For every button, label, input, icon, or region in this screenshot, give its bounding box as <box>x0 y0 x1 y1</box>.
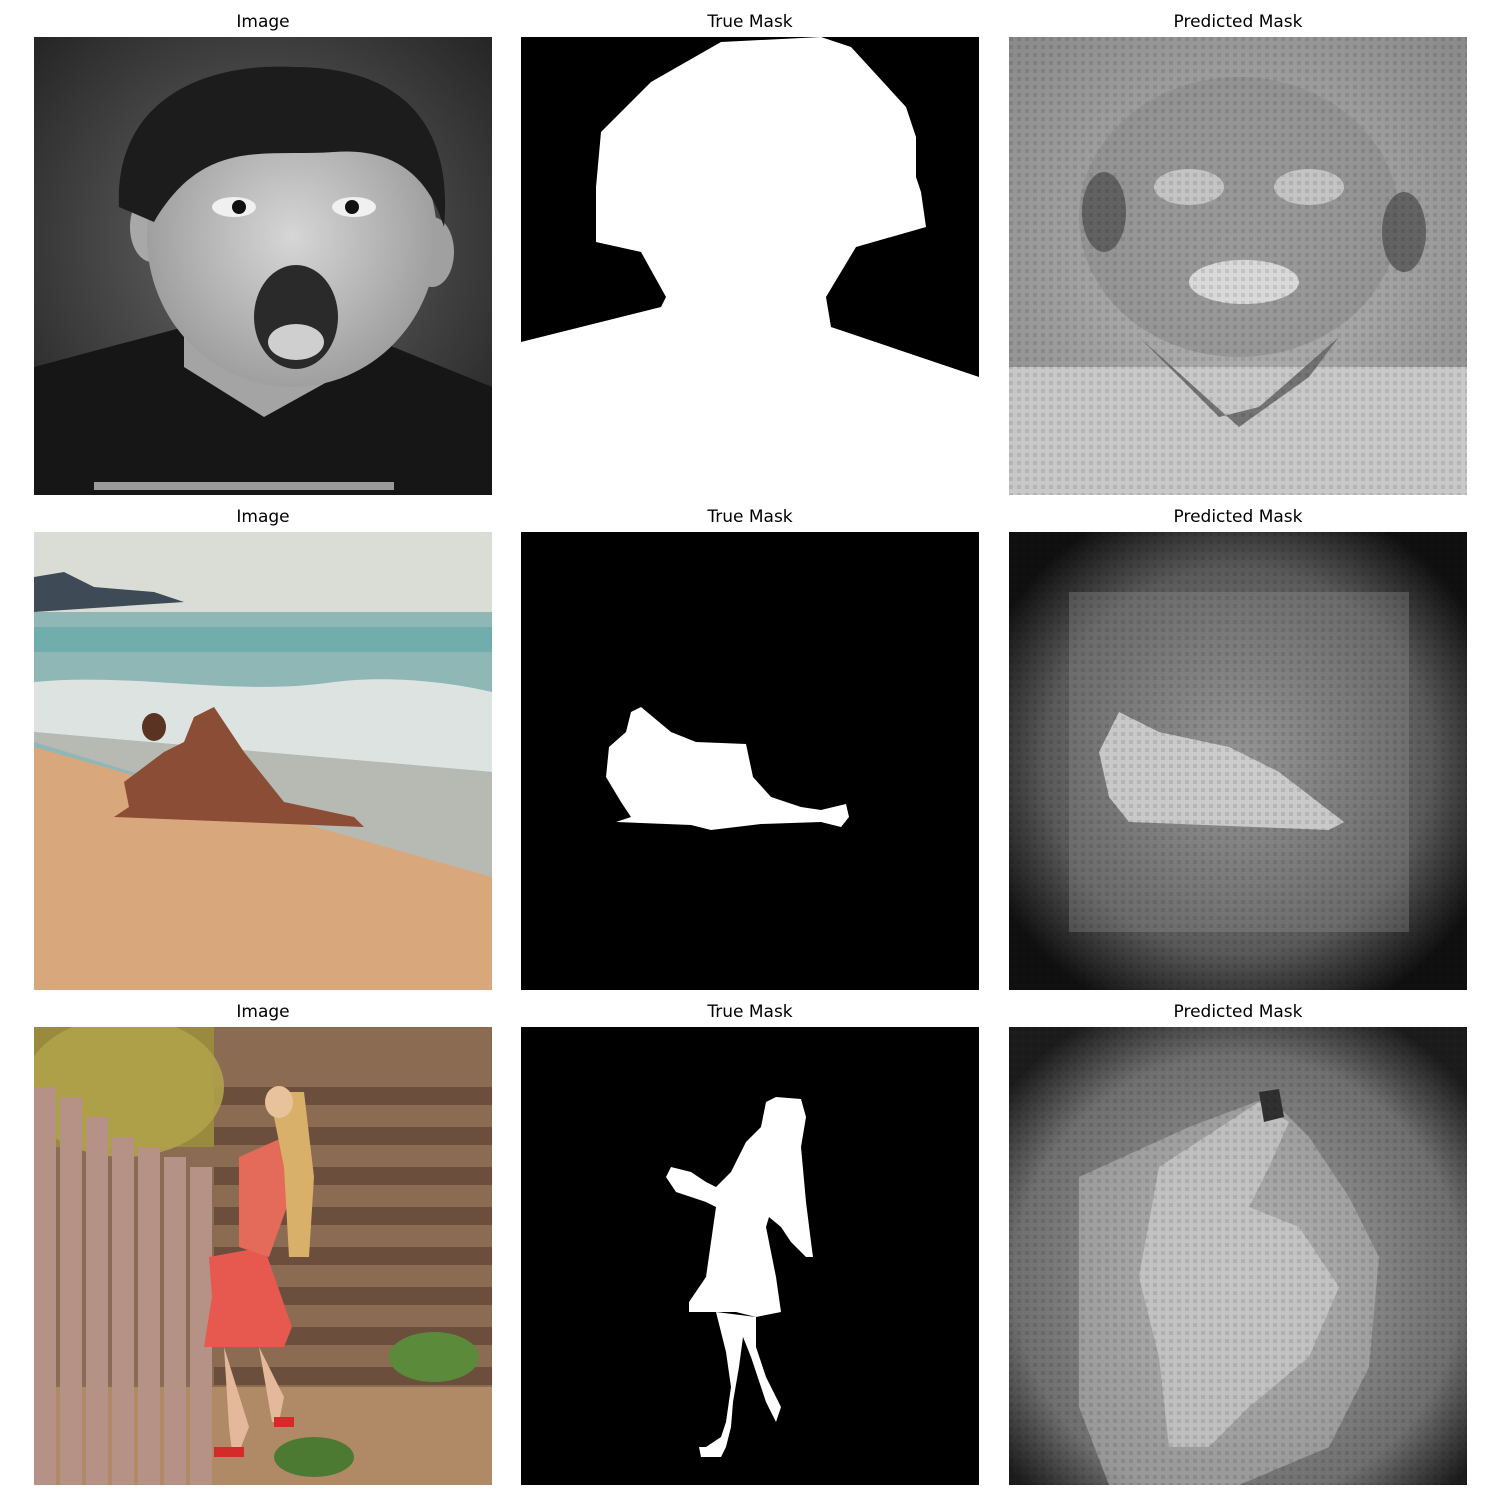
true-mask-panel-girl <box>521 1027 979 1485</box>
panel-title-true-mask: True Mask <box>707 12 793 32</box>
image-panel-beach <box>34 532 492 990</box>
true-mask-panel-beach <box>521 532 979 990</box>
predicted-mask-panel-beach <box>1009 532 1467 990</box>
panel-title-predicted-mask: Predicted Mask <box>1173 1002 1303 1022</box>
panel-title-image: Image <box>236 12 290 32</box>
predicted-mask-panel-boy <box>1009 37 1467 495</box>
panel-title-image: Image <box>236 1002 290 1022</box>
image-panel-girl <box>34 1027 492 1485</box>
panel-title-predicted-mask: Predicted Mask <box>1173 12 1303 32</box>
panel-title-true-mask: True Mask <box>707 1002 793 1022</box>
predicted-mask-panel-girl <box>1009 1027 1467 1485</box>
panel-title-image: Image <box>236 507 290 527</box>
true-mask-panel-boy <box>521 37 979 495</box>
panel-title-true-mask: True Mask <box>707 507 793 527</box>
image-panel-boy <box>34 37 492 495</box>
panel-title-predicted-mask: Predicted Mask <box>1173 507 1303 527</box>
